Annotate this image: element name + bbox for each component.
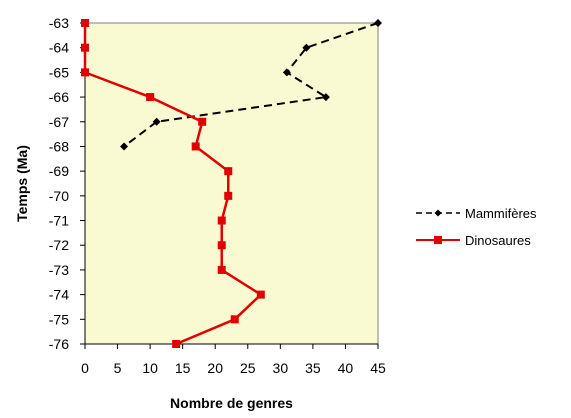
y-tick-label: -64 xyxy=(49,40,69,56)
x-tick-label: 40 xyxy=(338,360,354,376)
legend-marker-mammiferes xyxy=(434,209,442,217)
legend-item-mammiferes: Mammifères xyxy=(416,206,537,221)
legend-label-mammiferes: Mammifères xyxy=(465,206,537,221)
data-point-dinosaures xyxy=(191,142,200,151)
series-line-mammiferes xyxy=(123,22,379,148)
data-point-dinosaures xyxy=(217,216,226,225)
data-point-mammiferes xyxy=(282,68,291,77)
y-tick-label: -74 xyxy=(49,287,69,303)
series-line-dinosaures xyxy=(83,23,263,346)
x-tick-label: 15 xyxy=(175,360,191,376)
y-tick-label: -72 xyxy=(49,237,69,253)
legend-item-dinosaures: Dinosaures xyxy=(416,233,531,248)
y-tick-label: -63 xyxy=(49,15,69,31)
x-tick-label: 10 xyxy=(142,360,158,376)
data-point-dinosaures xyxy=(224,191,233,200)
data-point-dinosaures xyxy=(81,19,89,27)
data-point-dinosaures xyxy=(172,340,181,348)
y-tick-label: -76 xyxy=(49,336,69,352)
x-tick-label: 20 xyxy=(207,360,223,376)
series-mammiferes xyxy=(120,19,382,151)
y-tick-label: -66 xyxy=(49,89,69,105)
x-axis: 0 5 10 15 20 25 30 35 40 45 xyxy=(81,343,386,376)
y-tick-label: -67 xyxy=(49,114,69,130)
y-axis-title: Temps (Ma) xyxy=(14,145,30,222)
y-tick-label: -75 xyxy=(49,311,69,327)
data-point-mammiferes xyxy=(302,43,311,52)
legend-marker-dinosaures xyxy=(434,236,442,244)
series-dinosaures xyxy=(81,19,265,348)
y-tick-label: -71 xyxy=(49,213,69,229)
legend: Mammifères Dinosaures xyxy=(416,206,537,248)
data-point-mammiferes xyxy=(321,93,330,102)
x-tick-label: 5 xyxy=(114,360,122,376)
y-axis: -63 -64 -65 -66 -67 -68 -69 -70 -71 -72 -73 -74 -75 -… xyxy=(49,15,86,352)
y-tick-label: -69 xyxy=(49,163,69,179)
data-point-dinosaures xyxy=(230,315,239,324)
x-tick-label: 35 xyxy=(305,360,321,376)
y-tick-label: -65 xyxy=(49,64,69,80)
data-point-dinosaures xyxy=(146,93,155,102)
data-point-dinosaures xyxy=(224,167,233,176)
data-point-dinosaures xyxy=(217,265,226,274)
y-tick-label: -68 xyxy=(49,138,69,154)
data-point-mammiferes xyxy=(120,142,129,151)
data-point-dinosaures xyxy=(81,68,89,77)
data-point-dinosaures xyxy=(217,241,226,250)
data-point-dinosaures xyxy=(198,117,207,126)
data-point-mammiferes xyxy=(374,19,382,27)
x-axis-title: Nombre de genres xyxy=(170,395,293,411)
data-point-dinosaures xyxy=(256,290,265,299)
data-point-mammiferes xyxy=(152,117,161,126)
y-tick-label: -73 xyxy=(49,262,69,278)
series-layer xyxy=(81,19,382,348)
legend-label-dinosaures: Dinosaures xyxy=(465,233,531,248)
x-tick-label: 30 xyxy=(273,360,289,376)
y-tick-label: -70 xyxy=(49,188,69,204)
data-point-dinosaures xyxy=(81,43,89,52)
x-tick-label: 45 xyxy=(370,360,386,376)
plot-area xyxy=(84,22,379,345)
x-tick-label: 25 xyxy=(240,360,256,376)
x-tick-label: 0 xyxy=(81,360,89,376)
